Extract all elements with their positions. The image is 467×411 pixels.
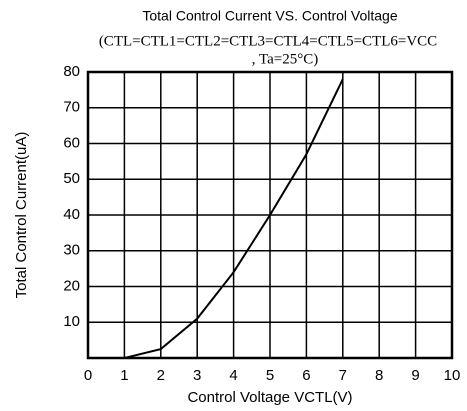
chart-subtitle: , Ta=25°C)	[252, 51, 318, 67]
x-tick-label: 4	[229, 367, 237, 384]
x-tick-label: 0	[84, 367, 92, 384]
chart-title: Total Control Current VS. Control Voltag…	[142, 8, 397, 24]
y-tick-label: 40	[63, 206, 80, 223]
y-axis-label: Total Control Current(uA)	[13, 132, 30, 299]
x-tick-label: 3	[193, 367, 201, 384]
x-tick-label: 5	[266, 367, 274, 384]
y-tick-label: 20	[63, 277, 80, 294]
plot-frame	[86, 70, 454, 360]
x-tick-label: 7	[339, 367, 347, 384]
x-tick-label: 1	[120, 367, 128, 384]
data-line	[124, 78, 344, 359]
x-axis-label: Control Voltage VCTL(V)	[187, 389, 352, 406]
y-tick-label: 60	[63, 134, 80, 151]
y-tick-label: 30	[63, 242, 80, 259]
y-tick-label: 50	[63, 170, 80, 187]
x-tick-label: 10	[444, 367, 461, 384]
chart-subtitle: (CTL=CTL1=CTL2=CTL3=CTL4=CTL5=CTL6=VCC	[99, 33, 437, 49]
x-tick-label: 6	[302, 367, 310, 384]
y-tick-label: 10	[63, 313, 80, 330]
x-tick-label: 9	[411, 367, 419, 384]
x-tick-label: 2	[157, 367, 165, 384]
y-tick-label: 70	[63, 99, 80, 116]
y-tick-label: 80	[63, 63, 80, 80]
x-tick-label: 8	[375, 367, 383, 384]
